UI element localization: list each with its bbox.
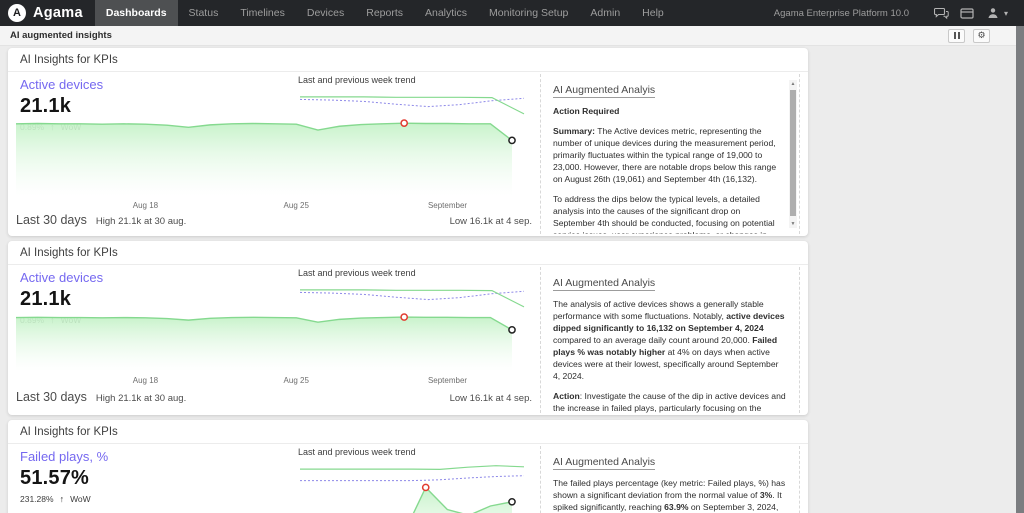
nav-item-status[interactable]: Status	[188, 7, 219, 19]
metric-name-link[interactable]: Active devices	[20, 77, 104, 92]
week-trend-block: Last and previous week trend	[298, 268, 530, 316]
metric-value: 51.57%	[20, 467, 90, 489]
gear-icon: ⚙	[977, 30, 986, 40]
svg-text:September: September	[428, 376, 467, 385]
week-trend-label: Last and previous week trend	[298, 447, 416, 457]
nav-item-monitoring-setup[interactable]: Monitoring Setup	[489, 7, 569, 19]
svg-text:Aug 18: Aug 18	[133, 376, 159, 385]
card-title: AI Insights for KPIs	[8, 241, 808, 265]
week-trend-sparkline	[299, 289, 525, 308]
range-label: Last 30 days	[16, 390, 87, 404]
nav-item-timelines[interactable]: Timelines	[240, 7, 285, 19]
pause-icon	[953, 32, 960, 39]
nav-item-help[interactable]: Help	[642, 7, 664, 19]
arrow-up-icon: ↑	[59, 494, 65, 504]
card-title: AI Insights for KPIs	[8, 420, 808, 444]
metric-value: 21.1k	[20, 288, 72, 310]
svg-text:Aug 18: Aug 18	[133, 201, 159, 210]
high-label: High 21.1k at 30 aug.	[95, 393, 187, 404]
svg-text:Aug 25: Aug 25	[284, 376, 310, 385]
brand[interactable]: A Agama	[0, 0, 95, 26]
kpi-card-failed-plays: AI Insights for KPIs Failed plays, % 51.…	[8, 420, 808, 513]
analysis-text: The analysis of active devices shows a g…	[553, 299, 786, 414]
kpi-card-active-devices-2: AI Insights for KPIs Active devices 21.1…	[8, 241, 808, 415]
delta-value: 231.28%	[20, 494, 54, 504]
ai-analysis-panel[interactable]: AI Augmented Analyis The analysis of act…	[540, 267, 800, 413]
ai-analysis-panel[interactable]: AI Augmented Analyis Action Required Summ…	[540, 74, 800, 234]
week-trend-sparkline	[300, 465, 525, 482]
active-devices-area-chart[interactable]: Aug 18 Aug 25 September	[8, 309, 532, 387]
analysis-text: The failed plays percentage (key metric:…	[553, 478, 786, 513]
low-label: Low 16.1k at 4 sep.	[449, 216, 532, 227]
svg-text:September: September	[428, 201, 467, 210]
analysis-text: Action Required Summary: The Active devic…	[553, 106, 777, 234]
scrollbar-thumb[interactable]	[790, 90, 796, 216]
pause-button[interactable]	[948, 28, 965, 43]
svg-text:Aug 25: Aug 25	[284, 201, 310, 210]
scroll-up-icon[interactable]: ▲	[790, 81, 796, 87]
high-label: High 21.1k at 30 aug.	[95, 216, 187, 227]
low-label: Low 16.1k at 4 sep.	[449, 393, 532, 404]
agama-logo-icon: A	[8, 4, 26, 22]
metric-name-link[interactable]: Failed plays, %	[20, 449, 109, 464]
analysis-title: AI Augmented Analyis	[553, 277, 656, 291]
user-icon[interactable]	[986, 7, 1001, 20]
kpi-card-active-devices-1: AI Insights for KPIs Active devices 21.1…	[8, 48, 808, 236]
platform-version-label: Agama Enterprise Platform 10.0	[773, 7, 909, 19]
card-title: AI Insights for KPIs	[8, 48, 808, 72]
week-trend-block: Last and previous week trend	[298, 447, 530, 495]
chat-icon[interactable]	[933, 7, 949, 20]
metric-delta: 231.28% ↑ WoW	[20, 494, 108, 504]
metric-block: Failed plays, % 51.57% 231.28% ↑ WoW	[20, 449, 108, 504]
main-nav: Dashboards Status Timelines Devices Repo…	[94, 0, 675, 26]
analysis-scrollbar[interactable]: ▲ ▼	[789, 80, 797, 228]
insights-subheader: AI augmented insights ⚙	[0, 26, 1024, 46]
subheader-title: AI augmented insights	[10, 30, 112, 41]
nav-item-reports[interactable]: Reports	[366, 7, 403, 19]
nav-item-dashboards[interactable]: Dashboards	[94, 0, 178, 26]
metric-value: 21.1k	[20, 95, 72, 117]
main-content: AI Insights for KPIs Active devices 21.1…	[0, 46, 1024, 513]
analysis-title: AI Augmented Analyis	[553, 84, 656, 98]
analysis-title: AI Augmented Analyis	[553, 456, 656, 470]
chart-footer: Last 30 days High 21.1k at 30 aug. Low 1…	[16, 213, 532, 227]
active-devices-area-chart[interactable]: Aug 18 Aug 25 September	[8, 114, 532, 212]
chart-footer: Last 30 days High 21.1k at 30 aug. Low 1…	[16, 390, 532, 404]
failed-plays-area-chart[interactable]	[8, 480, 532, 513]
brand-name: Agama	[33, 5, 83, 21]
top-navbar: A Agama Dashboards Status Timelines Devi…	[0, 0, 1024, 26]
week-trend-label: Last and previous week trend	[298, 75, 416, 85]
week-trend-sparkline	[299, 96, 525, 115]
week-trend-label: Last and previous week trend	[298, 268, 416, 278]
nav-item-analytics[interactable]: Analytics	[425, 7, 468, 19]
page-scrollbar[interactable]	[1016, 26, 1024, 513]
settings-button[interactable]: ⚙	[973, 28, 990, 43]
metric-name-link[interactable]: Active devices	[20, 270, 104, 285]
delta-label: WoW	[70, 494, 91, 504]
ai-analysis-panel[interactable]: AI Augmented Analyis The failed plays pe…	[540, 446, 800, 513]
week-trend-block: Last and previous week trend	[298, 75, 530, 123]
nav-item-devices[interactable]: Devices	[306, 7, 345, 19]
range-label: Last 30 days	[16, 213, 87, 227]
nav-item-admin[interactable]: Admin	[590, 7, 621, 19]
scroll-down-icon[interactable]: ▼	[790, 221, 796, 227]
user-menu-caret-icon[interactable]: ▾	[1003, 8, 1008, 18]
panel-icon[interactable]	[960, 7, 975, 20]
